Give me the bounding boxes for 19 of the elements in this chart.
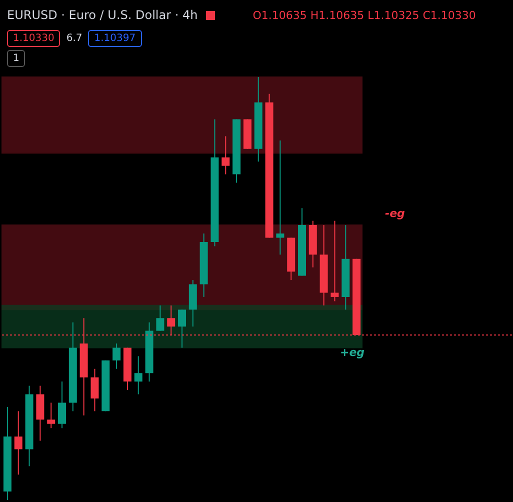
candlestick — [178, 309, 186, 348]
candlestick — [14, 410, 22, 476]
text: 6.7 — [66, 33, 82, 44]
text: 1.10330 — [7, 30, 60, 47]
text: 1.10397 — [88, 30, 142, 47]
candlestick — [330, 220, 339, 302]
candlestick — [276, 140, 284, 256]
candlestick — [47, 402, 56, 429]
chart-subtitle: O1.10635 H1.10635 L1.10325 C1.10330 — [252, 8, 476, 22]
candlestick — [134, 356, 142, 395]
candlestick — [156, 304, 164, 332]
candlestick — [222, 136, 230, 175]
annotation: +eg — [340, 346, 365, 359]
text: -eg — [385, 207, 405, 220]
candlestick — [58, 381, 66, 429]
chart-title: EURUSD · Euro / U.S. Dollar · 4h — [7, 8, 198, 22]
candlestick — [90, 368, 99, 412]
candlestick — [112, 342, 121, 370]
text: 1 — [7, 50, 26, 67]
